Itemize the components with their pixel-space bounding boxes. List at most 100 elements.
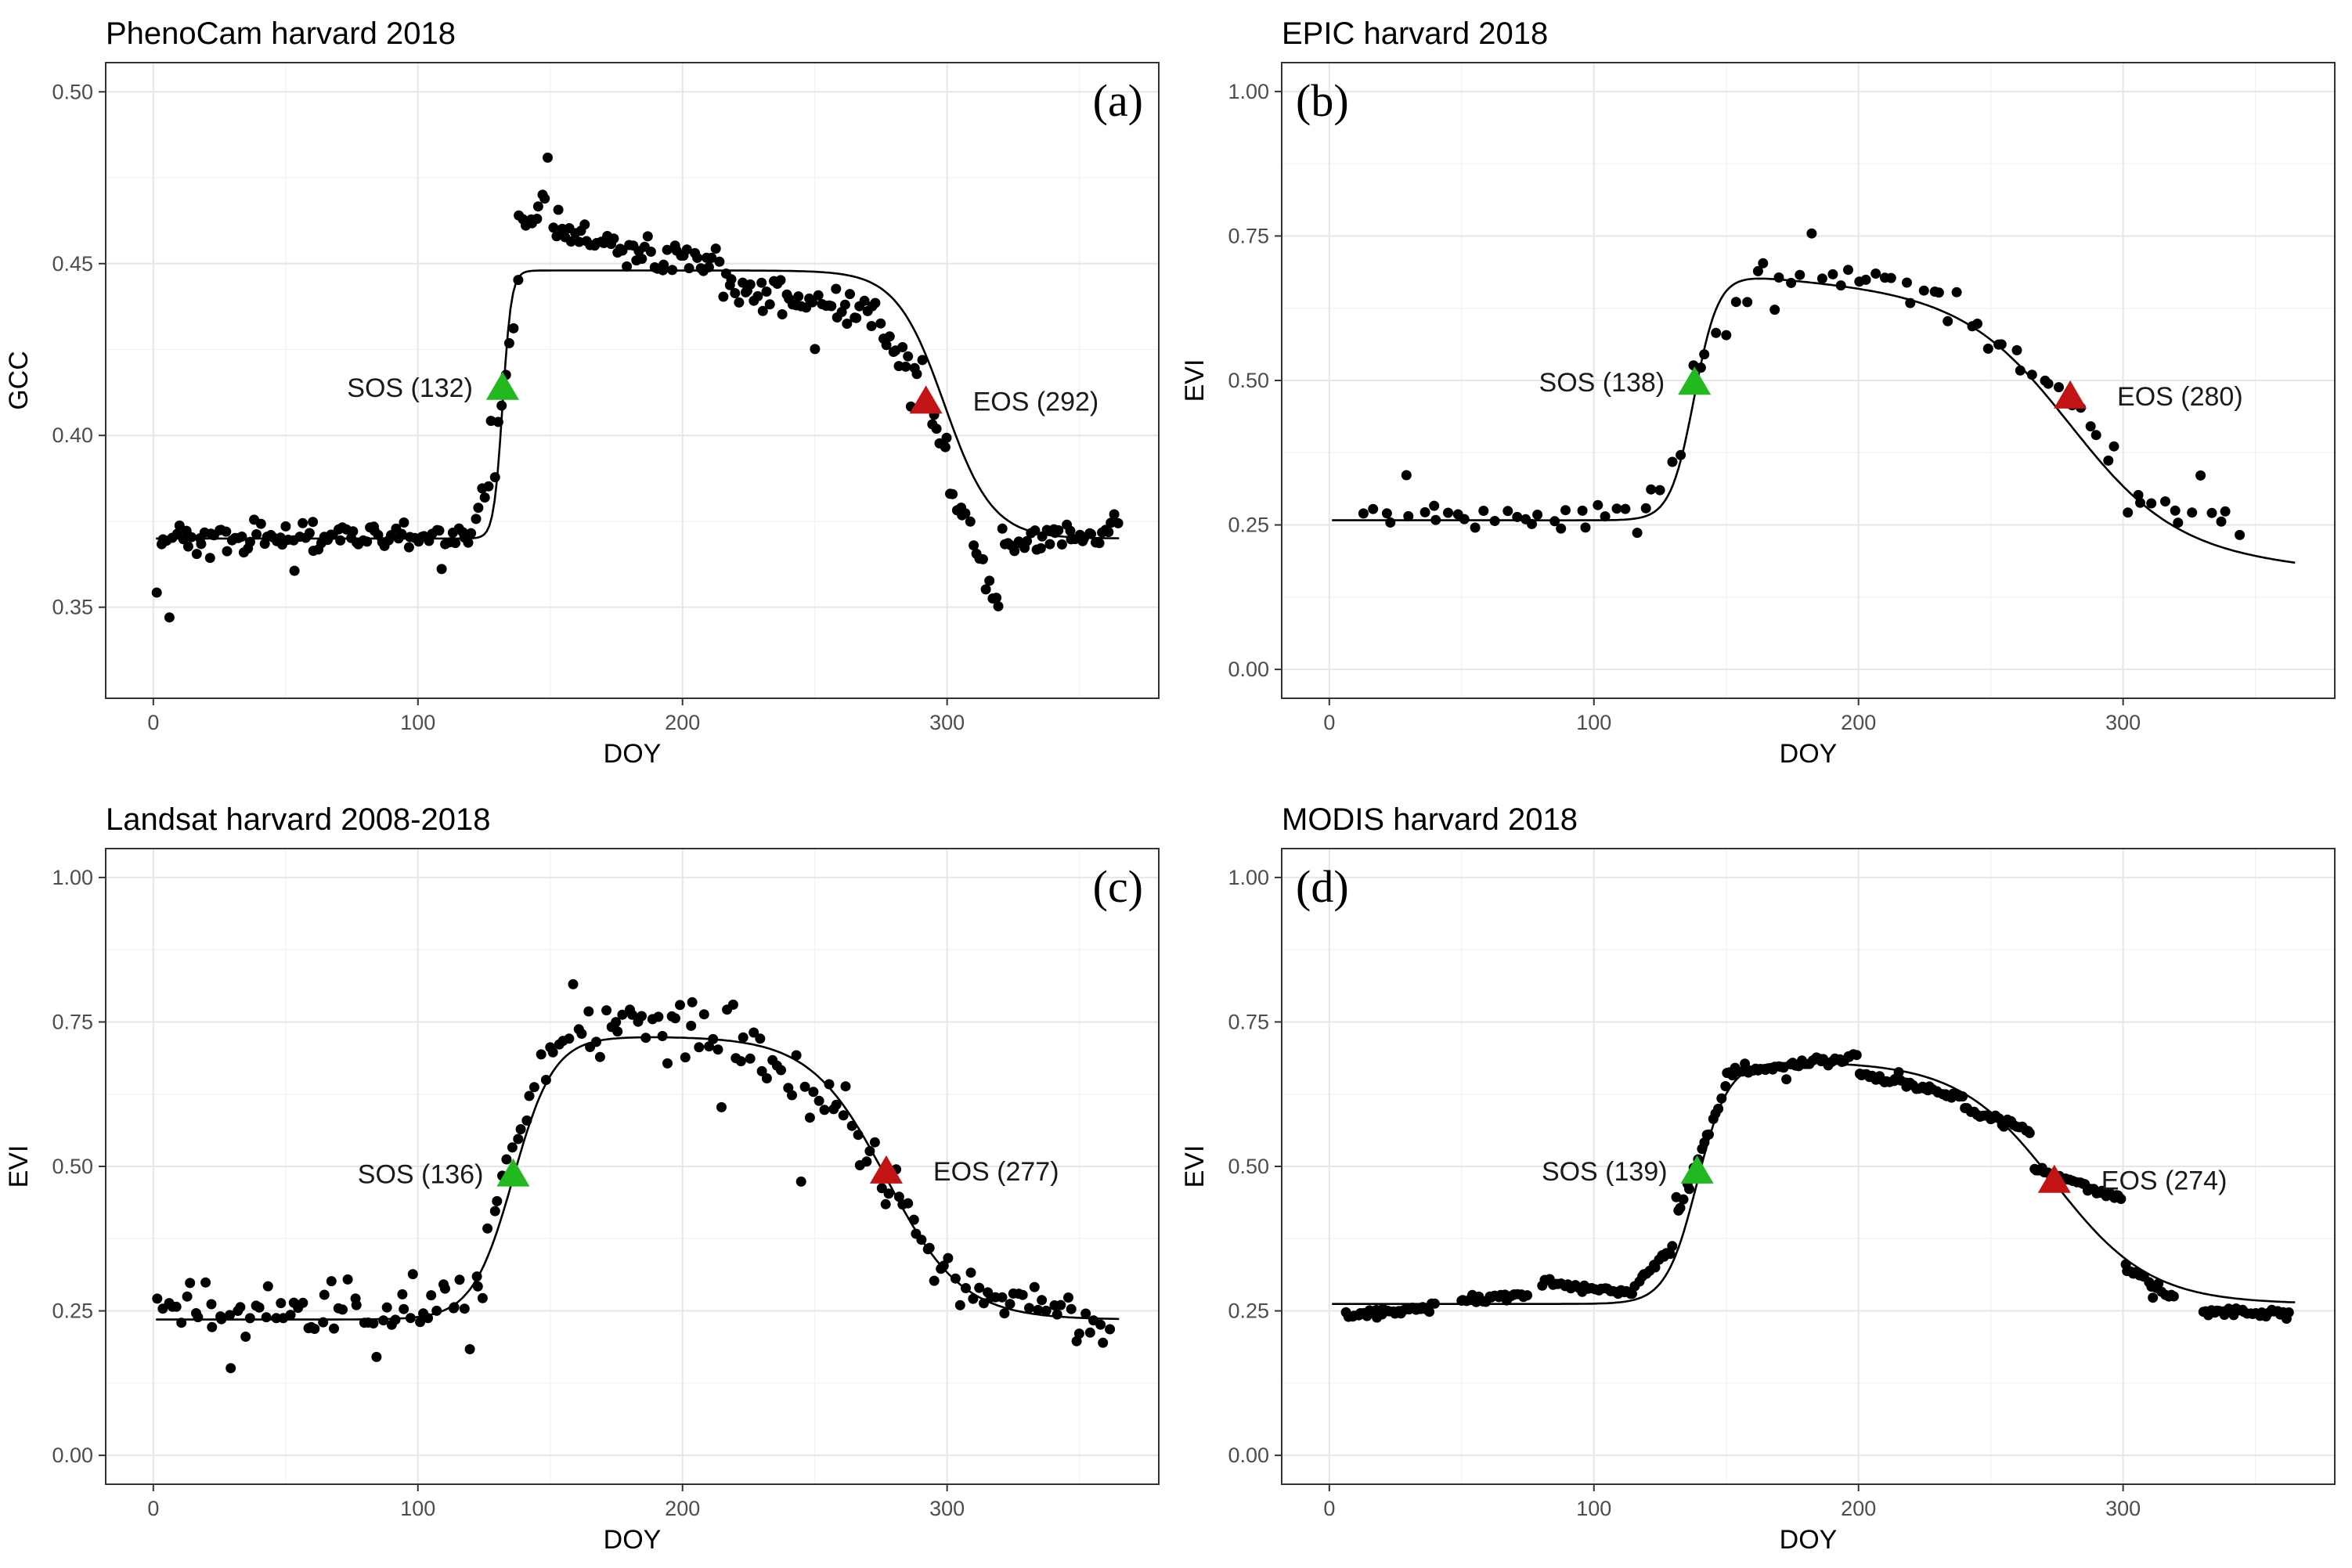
data-points: [1340, 1049, 2294, 1324]
data-point: [436, 564, 447, 575]
data-point: [1593, 499, 1603, 510]
x-tick-label: 0: [147, 711, 159, 734]
data-point: [1527, 518, 1537, 529]
data-point: [1806, 228, 1817, 239]
data-point: [866, 321, 877, 331]
data-point: [532, 214, 543, 224]
fitted-curve: [1332, 1062, 2296, 1305]
sos-label: SOS (132): [347, 373, 473, 403]
data-point: [204, 553, 215, 564]
data-point: [791, 1050, 802, 1061]
data-point: [980, 584, 991, 595]
data-point: [1781, 1074, 1792, 1085]
data-point: [876, 1183, 887, 1194]
y-tick-label: 0.50: [1228, 1155, 1269, 1178]
data-point: [1106, 517, 1116, 528]
data-point: [477, 1292, 488, 1303]
data-point: [1073, 1328, 1084, 1339]
y-tick-label: 0.50: [1228, 369, 1269, 392]
panel-letter: (d): [1296, 861, 1349, 912]
data-point: [1401, 470, 1412, 481]
data-point: [627, 1009, 637, 1020]
data-point: [1860, 274, 1871, 285]
data-point: [1095, 1319, 1106, 1330]
data-point: [225, 1363, 236, 1374]
data-point: [965, 516, 976, 527]
grid: [1282, 63, 2335, 698]
data-point: [547, 1047, 558, 1058]
data-point: [1086, 528, 1097, 539]
data-point: [449, 1302, 460, 1313]
y-tick-label: 0.50: [52, 80, 93, 103]
data-point: [861, 1156, 872, 1167]
y-tick-label: 0.75: [1228, 224, 1269, 247]
data-point: [1522, 1290, 1533, 1301]
data-point: [464, 1344, 475, 1354]
data-point: [826, 301, 837, 312]
data-point: [501, 1154, 512, 1165]
data-point: [698, 1009, 709, 1020]
data-point: [931, 424, 942, 434]
data-point: [929, 1275, 940, 1286]
x-axis-label: DOY: [604, 1525, 662, 1555]
data-point: [831, 283, 842, 294]
fitted-curve: [156, 269, 1120, 540]
data-point: [734, 297, 745, 308]
data-point: [2011, 344, 2022, 355]
data-point: [752, 290, 763, 301]
data-point: [193, 1312, 204, 1323]
data-point: [1080, 1308, 1091, 1319]
data-point: [1037, 1295, 1048, 1306]
eos-label: EOS (277): [933, 1157, 1059, 1187]
panel-letter: (a): [1093, 75, 1143, 126]
y-tick-label: 1.00: [1228, 866, 1269, 889]
y-tick-label: 0.75: [52, 1010, 93, 1033]
panel-title: EPIC harvard 2018: [1282, 16, 1548, 51]
data-point: [799, 1081, 810, 1092]
data-point: [969, 540, 979, 551]
data-point: [842, 319, 853, 329]
data-point: [687, 997, 698, 1007]
data-point: [838, 1110, 849, 1121]
data-point: [1029, 1281, 1040, 1292]
data-point: [870, 297, 881, 308]
data-point: [859, 295, 870, 306]
data-point: [718, 291, 729, 302]
data-point: [777, 309, 788, 319]
data-point: [473, 503, 484, 514]
data-point: [1675, 1202, 1686, 1213]
y-tick-label: 0.25: [52, 1299, 93, 1323]
data-point: [2085, 421, 2096, 432]
data-point: [1017, 1289, 1028, 1300]
data-point: [206, 1299, 217, 1310]
data-point: [403, 542, 414, 553]
data-point: [1532, 510, 1543, 520]
data-point: [681, 244, 692, 255]
data-point: [642, 231, 653, 242]
data-point: [924, 1242, 935, 1253]
data-point: [608, 233, 619, 244]
data-point: [1933, 287, 1944, 298]
data-point: [2024, 1127, 2035, 1138]
x-tick-label: 300: [2105, 1497, 2141, 1520]
data-point: [459, 1303, 470, 1314]
data-point: [2054, 382, 2064, 393]
data-point: [706, 252, 717, 263]
data-point: [710, 243, 721, 254]
y-tick-label: 0.25: [1228, 1299, 1269, 1323]
data-point: [941, 432, 952, 443]
data-point: [466, 528, 477, 539]
data-point: [565, 236, 576, 247]
data-point: [1851, 1050, 1862, 1061]
data-point: [839, 299, 850, 310]
data-point: [479, 492, 490, 503]
data-point: [680, 1052, 691, 1063]
data-point: [536, 1049, 547, 1060]
data-point: [1902, 277, 1912, 288]
data-point: [776, 1065, 786, 1076]
data-point: [730, 288, 741, 298]
data-point: [434, 525, 445, 536]
data-point: [1795, 269, 1805, 280]
data-point: [513, 1134, 524, 1144]
data-points: [152, 979, 1116, 1374]
